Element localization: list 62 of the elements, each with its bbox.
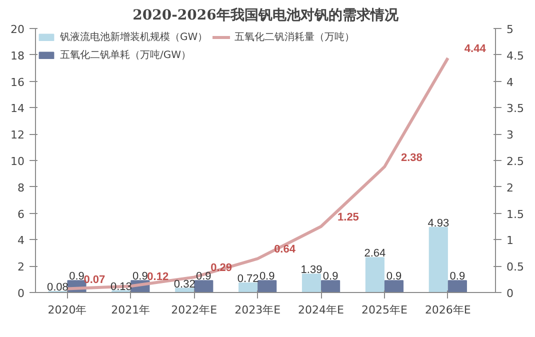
x-tick-label: 2021年 — [111, 304, 150, 316]
y-tick-label: 14 — [10, 102, 25, 116]
y2-tick-label: 3.5 — [506, 102, 524, 116]
data-label: 0.72 — [237, 272, 259, 285]
y2-tick-label: 0.5 — [506, 260, 524, 274]
data-label: 2.38 — [400, 152, 422, 164]
data-label: 1.25 — [338, 212, 359, 224]
y2-tick-label: 4 — [506, 76, 514, 89]
data-label: 0.9 — [132, 270, 148, 283]
bar — [384, 280, 404, 292]
data-label: 0.9 — [450, 270, 466, 283]
x-tick-label: 2022年E — [171, 304, 218, 316]
bar — [302, 274, 322, 292]
data-label: 2.64 — [364, 248, 386, 260]
data-label: 0.07 — [84, 274, 106, 286]
y2-tick-label: 4.5 — [506, 49, 524, 62]
data-label: 0.08 — [47, 281, 68, 294]
data-label: 0.9 — [322, 270, 338, 283]
data-label: 0.12 — [147, 271, 169, 284]
legend-label: 五氧化二钒单耗（万吨/GW） — [60, 48, 192, 62]
data-label: 1.39 — [300, 264, 322, 276]
bar — [238, 282, 258, 292]
bar — [448, 280, 467, 292]
data-label: 4.93 — [428, 217, 450, 230]
legend-label: 五氧化二钒消耗量（万吨） — [234, 30, 355, 44]
bar — [320, 280, 340, 292]
bar — [428, 226, 448, 292]
x-tick-label: 2023年E — [234, 304, 281, 316]
y-tick-label: 0 — [18, 287, 24, 300]
data-label: 0.9 — [196, 270, 212, 283]
data-label: 0.29 — [210, 262, 232, 274]
y-tick-label: 10 — [10, 155, 25, 168]
bar — [365, 257, 384, 292]
x-tick-label: 2026年E — [424, 304, 471, 316]
y-tick-label: 20 — [10, 23, 25, 36]
y2-tick-label: 5 — [506, 23, 514, 36]
x-tick-label: 2020年 — [48, 304, 87, 316]
y2-tick-label: 3 — [506, 128, 514, 142]
y2-tick-label: 2.5 — [506, 155, 524, 168]
y-tick-label: 16 — [10, 76, 25, 89]
y2-tick-label: 0 — [506, 287, 514, 300]
data-label: 0.9 — [259, 270, 275, 283]
bar — [258, 280, 277, 292]
y2-tick-label: 2 — [506, 181, 514, 194]
y-tick-label: 8 — [18, 181, 24, 194]
data-label: 0.64 — [274, 244, 296, 256]
y-tick-label: 4 — [18, 234, 24, 248]
bar — [194, 280, 214, 292]
y-tick-label: 2 — [18, 260, 24, 274]
y-tick-label: 6 — [18, 208, 24, 221]
data-label: 0.9 — [386, 270, 402, 283]
chart-title: 2020-2026年我国钒电池对钒的需求情况 — [132, 8, 400, 24]
x-tick-label: 2025年E — [361, 304, 408, 316]
data-label: 0.9 — [69, 270, 84, 283]
y2-tick-label: 1.5 — [506, 208, 524, 221]
y-tick-label: 12 — [10, 128, 25, 142]
legend-label: 钒液流电池新增装机规模（GW） — [60, 30, 208, 44]
data-label: 0.13 — [110, 280, 132, 293]
y2-tick-label: 1 — [506, 234, 514, 248]
data-label: 4.44 — [464, 43, 487, 56]
y-tick-label: 18 — [10, 49, 25, 62]
x-tick-label: 2024年E — [298, 304, 344, 316]
